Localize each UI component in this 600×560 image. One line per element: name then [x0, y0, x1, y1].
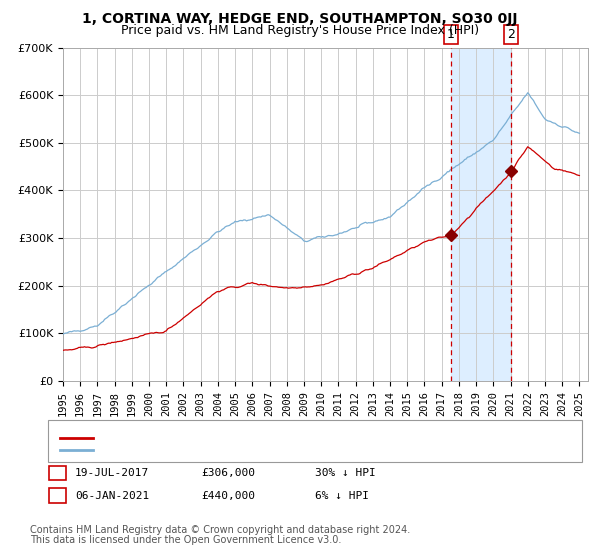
- Text: Price paid vs. HM Land Registry's House Price Index (HPI): Price paid vs. HM Land Registry's House …: [121, 24, 479, 36]
- Bar: [451, 48, 511, 381]
- Text: 2: 2: [53, 489, 62, 502]
- Text: This data is licensed under the Open Government Licence v3.0.: This data is licensed under the Open Gov…: [30, 535, 341, 545]
- Text: 1: 1: [447, 28, 455, 41]
- Text: 6% ↓ HPI: 6% ↓ HPI: [315, 491, 369, 501]
- Text: 30% ↓ HPI: 30% ↓ HPI: [315, 468, 376, 478]
- Text: 1, CORTINA WAY, HEDGE END, SOUTHAMPTON, SO30 0JJ: 1, CORTINA WAY, HEDGE END, SOUTHAMPTON, …: [82, 12, 518, 26]
- Text: £306,000: £306,000: [201, 468, 255, 478]
- Text: 2: 2: [507, 28, 515, 41]
- Text: 06-JAN-2021: 06-JAN-2021: [75, 491, 149, 501]
- Text: 1, CORTINA WAY, HEDGE END, SOUTHAMPTON, SO30 0JJ (detached house): 1, CORTINA WAY, HEDGE END, SOUTHAMPTON, …: [96, 433, 511, 443]
- Text: 1: 1: [53, 466, 62, 480]
- Text: £440,000: £440,000: [201, 491, 255, 501]
- Text: Contains HM Land Registry data © Crown copyright and database right 2024.: Contains HM Land Registry data © Crown c…: [30, 525, 410, 535]
- Text: 19-JUL-2017: 19-JUL-2017: [75, 468, 149, 478]
- Text: HPI: Average price, detached house, Eastleigh: HPI: Average price, detached house, East…: [96, 445, 354, 455]
